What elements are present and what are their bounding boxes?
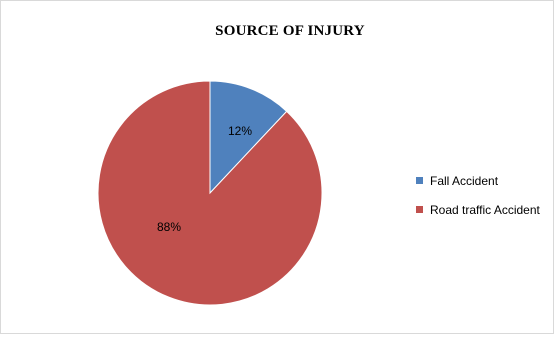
chart-title: SOURCE OF INJURY <box>215 23 365 39</box>
legend-item-fall-accident: Fall Accident <box>416 173 540 188</box>
legend-label-road-traffic-accident: Road traffic Accident <box>430 202 540 217</box>
data-label-road-traffic-accident: 88% <box>157 220 181 234</box>
pie-slice-fall-accident <box>209 80 288 195</box>
legend-label-fall-accident: Fall Accident <box>430 173 499 188</box>
legend: Fall Accident Road traffic Accident <box>416 173 540 231</box>
pie-slice-road-traffic-accident <box>97 80 323 306</box>
data-label-fall-accident: 12% <box>228 124 252 138</box>
legend-swatch-road-traffic-accident <box>416 206 423 213</box>
legend-swatch-fall-accident <box>416 177 423 184</box>
legend-item-road-traffic-accident: Road traffic Accident <box>416 202 540 217</box>
